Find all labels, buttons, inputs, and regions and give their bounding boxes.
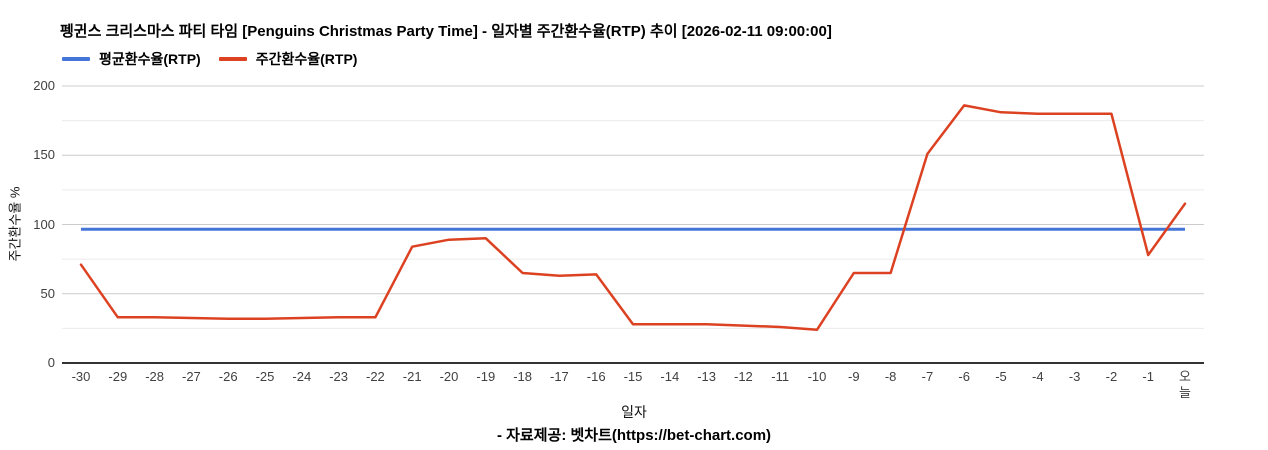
x-tick-label: -11 — [771, 369, 790, 384]
x-tick-label: -20 — [439, 369, 459, 384]
x-tick-label: -19 — [476, 369, 496, 384]
chart-title: 펭귄스 크리스마스 파티 타임 [Penguins Christmas Part… — [60, 23, 832, 40]
average-rtp-legend-label: 평균환수율(RTP) — [99, 51, 201, 67]
y-tick-label: 200 — [33, 78, 55, 93]
x-tick-label: -10 — [807, 369, 827, 384]
x-tick-label: -25 — [255, 369, 275, 384]
x-tick-label: -16 — [586, 369, 606, 384]
x-tick-label: -13 — [697, 369, 716, 384]
x-tick-label: -24 — [292, 369, 312, 384]
x-tick-label: -4 — [1032, 369, 1044, 384]
x-tick-label: -3 — [1068, 369, 1081, 384]
legend-item-weekly-rtp: 주간환수율(RTP) — [218, 49, 358, 69]
x-tick-label: -5 — [995, 369, 1007, 384]
x-tick-label: -28 — [145, 369, 164, 384]
x-axis-title: 일자 — [621, 404, 647, 420]
x-tick-label: -8 — [884, 369, 897, 384]
y-tick-label: 100 — [33, 216, 55, 232]
x-tick-label: -9 — [848, 369, 860, 384]
x-tick-label: -26 — [218, 369, 238, 384]
x-tick-label: -1 — [1142, 369, 1154, 384]
x-tick-label: -27 — [181, 369, 201, 384]
y-tick-label: 150 — [33, 147, 55, 163]
weekly-rtp-legend-label: 주간환수율(RTP) — [255, 51, 358, 67]
legend-item-average-rtp: 평균환수율(RTP) — [62, 49, 201, 69]
x-tick-label: -2 — [1105, 369, 1118, 384]
y-tick-label: 0 — [47, 355, 55, 370]
x-tick-label: -6 — [958, 369, 970, 384]
x-tick-label: -15 — [623, 369, 643, 384]
x-tick-label: -22 — [365, 369, 385, 384]
x-tick-label: -23 — [329, 369, 348, 384]
x-tick-label: -7 — [921, 369, 934, 384]
x-tick-label: -30 — [71, 369, 91, 384]
x-tick-label: -14 — [660, 369, 680, 384]
x-tick-label: 오늘 — [1179, 369, 1191, 400]
x-tick-label: -29 — [108, 369, 128, 384]
x-tick-label: -17 — [549, 369, 569, 384]
data-source-credit: - 자료제공: 벳차트(https://bet-chart.com) — [496, 427, 772, 444]
weekly-rtp-line-swatch — [218, 57, 247, 61]
x-tick-label: -12 — [733, 369, 753, 384]
average-rtp-line-swatch — [62, 57, 90, 61]
y-tick-label: 50 — [40, 285, 55, 301]
x-tick-label: -18 — [513, 369, 532, 384]
x-tick-label: -21 — [402, 369, 422, 384]
chart-legend: 평균환수율(RTP) 주간환수율(RTP) — [62, 49, 357, 69]
plot-area[interactable] — [62, 80, 1210, 372]
